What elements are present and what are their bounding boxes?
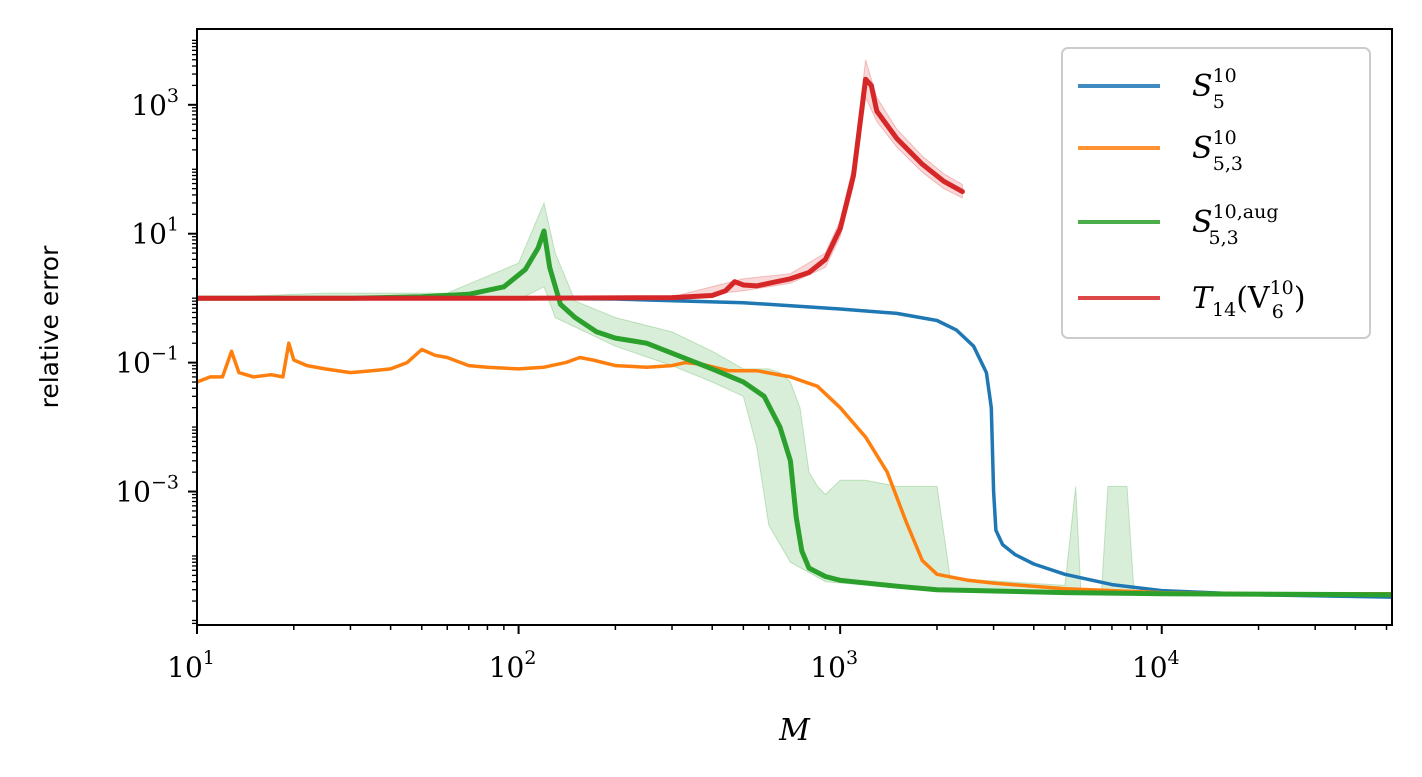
x-tick-label: 101 bbox=[167, 647, 215, 684]
y-tick-label: 10−1 bbox=[115, 343, 179, 380]
legend-label: S10 5,3 bbox=[1192, 127, 1243, 175]
series-band-2 bbox=[197, 201, 1392, 597]
series-band-3 bbox=[197, 59, 963, 300]
legend-label: S10,aug 5,3 bbox=[1192, 201, 1279, 249]
series-line-0 bbox=[197, 296, 1392, 599]
legend-label: T14(V10 6) bbox=[1192, 277, 1306, 323]
series-line-2 bbox=[197, 228, 1392, 598]
confidence-bands bbox=[197, 59, 1392, 597]
plot-frame bbox=[196, 28, 1393, 626]
legend-entry-0: S10 5 bbox=[1078, 65, 1237, 113]
y-tick-label: 101 bbox=[131, 214, 179, 251]
legend-box bbox=[1061, 47, 1371, 339]
legend-entry-1: S10 5,3 bbox=[1078, 127, 1243, 175]
series-line-1 bbox=[197, 341, 1392, 596]
legend: S10 5 S10 5,3 S10,aug 5,3 T14(V10 6) bbox=[1061, 47, 1371, 339]
series-line-3 bbox=[197, 76, 965, 301]
legend-entry-3: T14(V10 6) bbox=[1078, 277, 1306, 323]
legend-label: S10 5 bbox=[1192, 65, 1237, 113]
legend-entry-2: S10,aug 5,3 bbox=[1078, 201, 1279, 249]
y-axis-label: relative error bbox=[35, 245, 64, 408]
y-axis-ticks: 10−3 10−1 101 103 bbox=[115, 39, 197, 625]
y-tick-label: 103 bbox=[131, 85, 179, 122]
series-lines bbox=[197, 76, 1392, 599]
x-axis-label: M bbox=[778, 713, 811, 748]
y-tick-label: 10−3 bbox=[115, 472, 179, 509]
